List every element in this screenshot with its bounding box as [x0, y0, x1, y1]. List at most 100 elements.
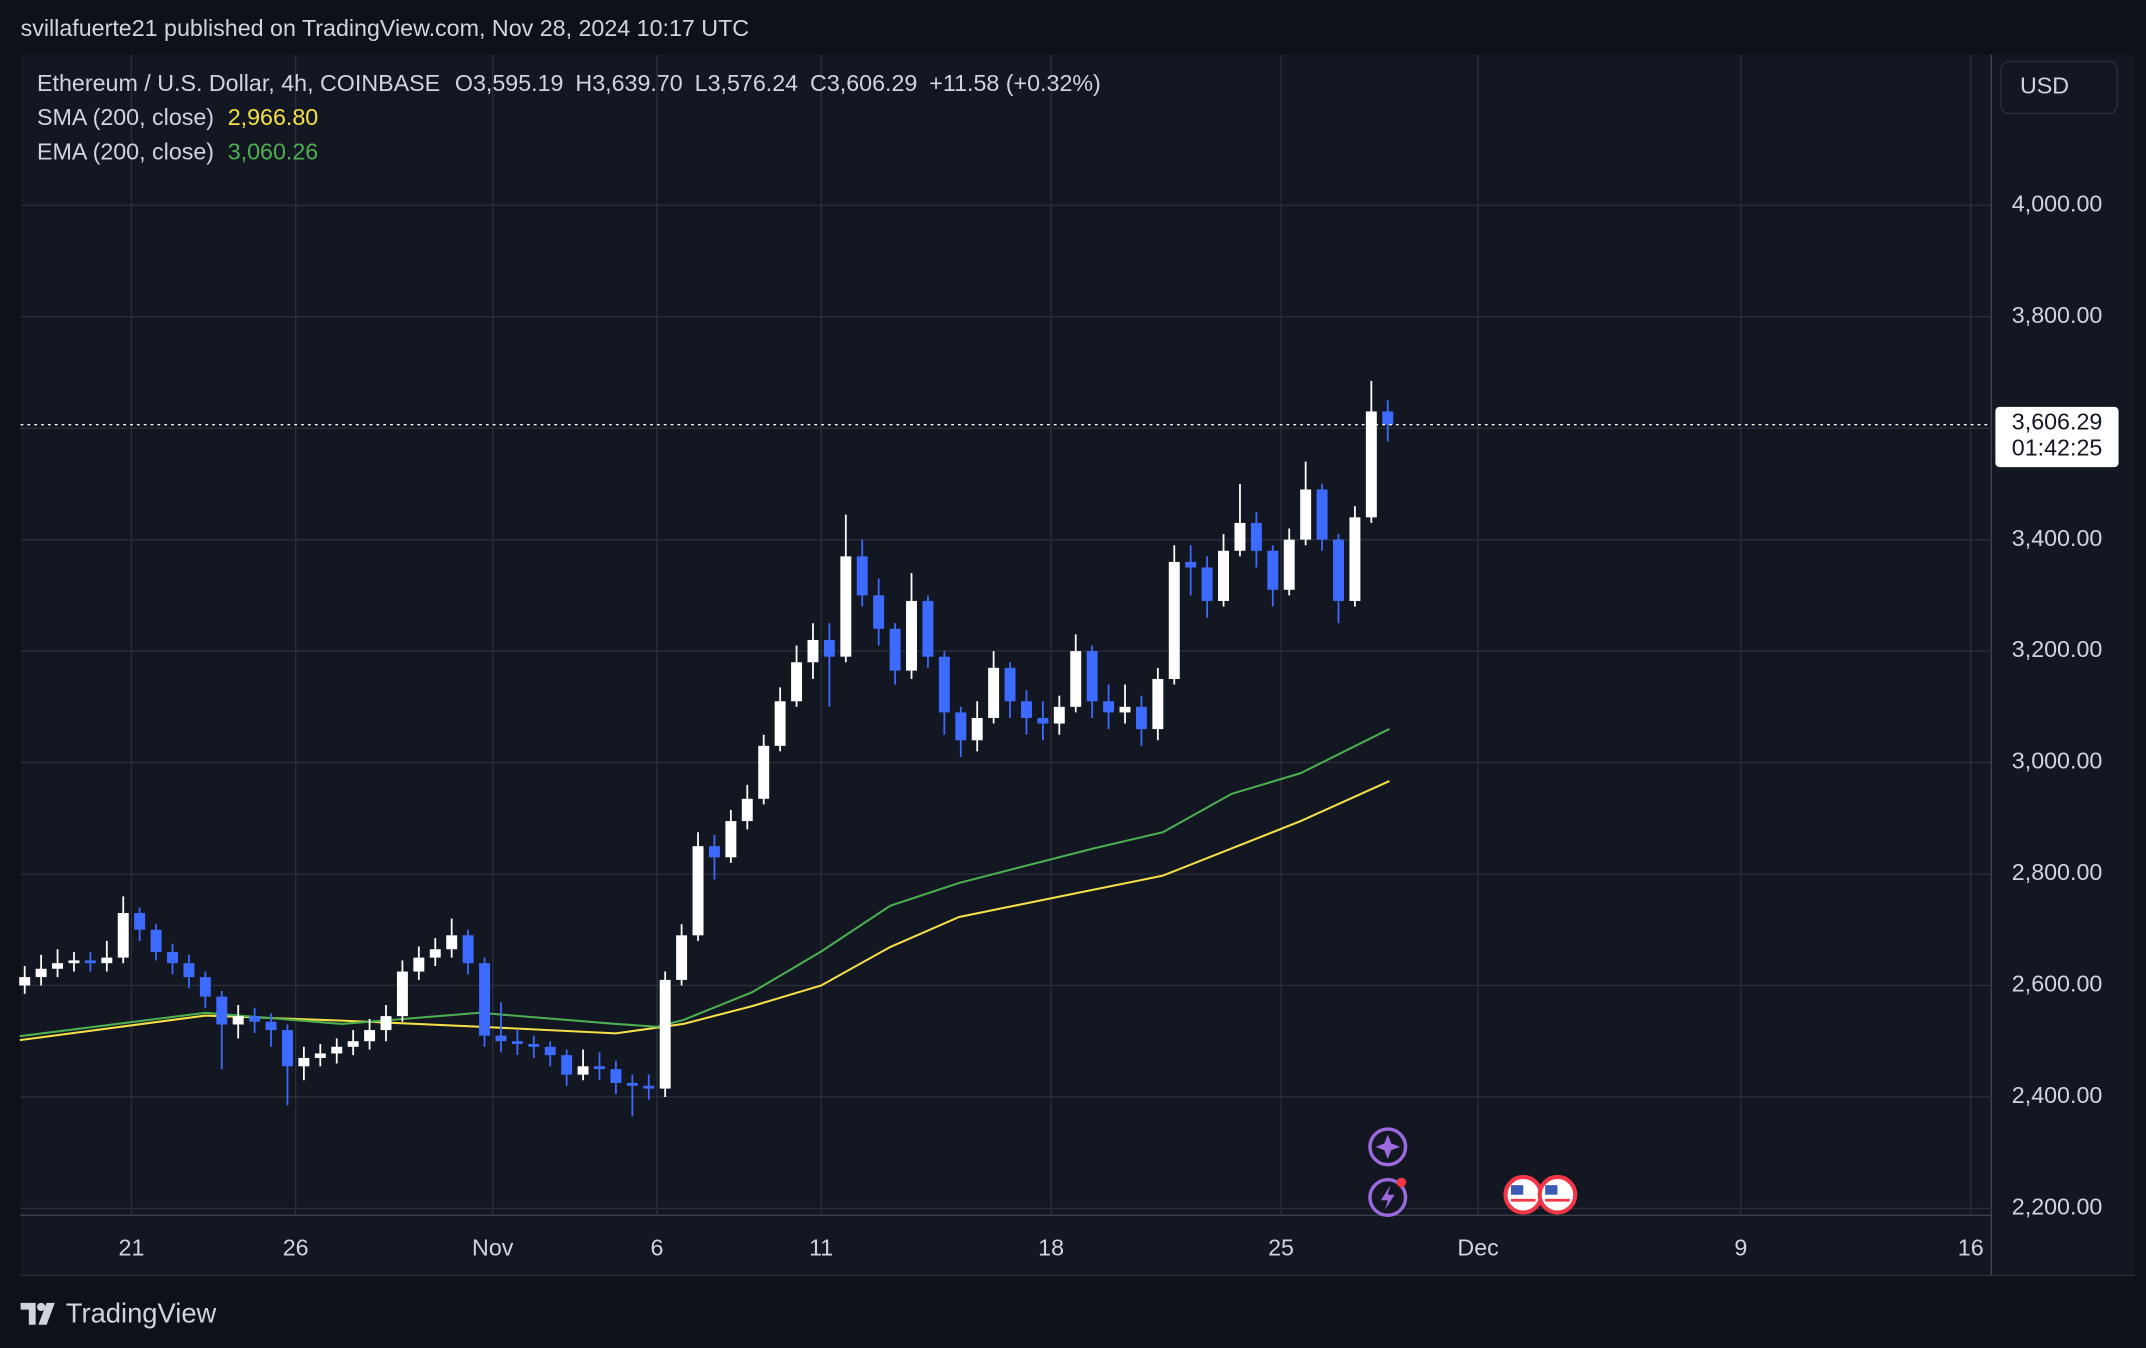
last-price-box [1995, 406, 2119, 468]
candle-body [659, 979, 671, 1089]
grid [20, 54, 1992, 1216]
plot-background [20, 54, 1992, 1276]
currency[interactable]: USD [2020, 73, 2069, 99]
candle-body [265, 1021, 277, 1031]
candle-body [35, 968, 47, 978]
x-tick-label: Dec [1457, 1235, 1499, 1261]
candle-body [1250, 522, 1262, 551]
brand: TradingView [20, 1297, 217, 1328]
candle-body [1020, 701, 1032, 718]
price-scale-background [1991, 54, 2135, 1276]
candle-body [676, 935, 688, 980]
ohlc-value: 3,606.29 [827, 70, 918, 96]
symbol: Ethereum / U.S. Dollar, 4h, COINBASE [37, 70, 440, 96]
candle-body [216, 996, 228, 1025]
candle-body [906, 600, 917, 671]
candle-body [1267, 550, 1279, 590]
candle-body [988, 667, 1000, 718]
ohlc-label: C [810, 70, 827, 96]
candle-body [774, 701, 786, 746]
y-tick-label: 3,400.00 [2012, 525, 2103, 551]
candle-body [1004, 667, 1016, 702]
ohlc-value: 3,576.24 [708, 70, 799, 96]
candle-body [626, 1083, 638, 1086]
candle-body [347, 1041, 359, 1047]
candle-body [1103, 701, 1115, 713]
event-dot [1396, 1177, 1407, 1188]
candle-body [889, 628, 901, 671]
candle-body [1152, 678, 1164, 730]
ohlc-label: O [455, 70, 473, 96]
candle-body [52, 963, 64, 969]
flag-canton [1545, 1185, 1558, 1195]
currency-button[interactable]: USD [2000, 60, 2118, 115]
last-price-label: 3,606.29 [2012, 408, 2103, 434]
caption: svillafuerte21 published on TradingView.… [21, 15, 750, 41]
indicator-line [19, 728, 1390, 1038]
candle-body [249, 1016, 261, 1022]
y-tick-label: 3,200.00 [2012, 636, 2103, 662]
candle-body [1185, 561, 1197, 568]
candle-body [479, 963, 491, 1036]
countdown: 01:42:25 [2012, 434, 2103, 460]
y-tick-label: 2,200.00 [2012, 1194, 2103, 1220]
candle-body [183, 963, 195, 978]
candle-body [232, 1016, 244, 1025]
candle-body [840, 556, 852, 657]
candle-body [298, 1057, 310, 1067]
candle-body [1119, 706, 1131, 713]
indicator-value: 3,060.26 [228, 138, 319, 164]
ohlc-label: L [695, 70, 708, 96]
candle-body [1349, 517, 1361, 601]
candle-body [1053, 706, 1065, 724]
candle-body [1070, 651, 1082, 707]
x-tick-label: 11 [809, 1235, 833, 1261]
y-tick-label: 2,600.00 [2012, 971, 2103, 997]
candle-body [692, 846, 704, 936]
x-tick-label: 6 [650, 1235, 663, 1261]
candle-body [577, 1066, 589, 1075]
candle-body [1300, 489, 1312, 540]
candle-body [101, 957, 113, 964]
flag-canton [1510, 1185, 1524, 1195]
candle-body [68, 960, 80, 964]
candle-body [873, 595, 885, 629]
candle-body [134, 913, 146, 930]
x-tick-label: Nov [472, 1235, 514, 1261]
candle-body [708, 846, 720, 858]
currency-box[interactable] [2000, 60, 2118, 115]
candle-body [725, 821, 737, 858]
marks [19, 380, 1992, 1117]
brand-name: TradingView [66, 1297, 217, 1328]
ohlc-label: H [575, 70, 592, 96]
candle-body [1086, 651, 1098, 702]
candle-body [938, 656, 950, 713]
candle-body [1135, 706, 1147, 730]
candle-body [544, 1046, 556, 1056]
candle-body [1365, 411, 1377, 518]
candle-body [167, 952, 178, 964]
candle-body [331, 1046, 343, 1054]
event-icons [1368, 1127, 1578, 1217]
candle-body [971, 717, 983, 741]
candle-body [380, 1016, 392, 1031]
candle-body [1201, 567, 1213, 601]
candle-body [117, 913, 129, 958]
candle-body [446, 935, 458, 950]
lightning [1380, 1185, 1395, 1210]
indicator-legend: EMA (200, close) 3,060.26 [37, 138, 318, 164]
candle-body [922, 600, 934, 657]
y-tick-label: 4,000.00 [2012, 190, 2103, 216]
candle-body [1168, 561, 1180, 679]
candle-body [758, 745, 770, 799]
y-tick-label: 2,800.00 [2012, 859, 2103, 885]
y-tick-label: 3,000.00 [2012, 748, 2103, 774]
brand-logo-dot [37, 1302, 46, 1312]
candle-body [1333, 539, 1344, 601]
candle-body [1283, 539, 1295, 590]
x-tick-label: 21 [119, 1235, 145, 1261]
candle-body [643, 1085, 655, 1089]
candle-body [396, 971, 408, 1017]
sparkle [1375, 1134, 1401, 1160]
